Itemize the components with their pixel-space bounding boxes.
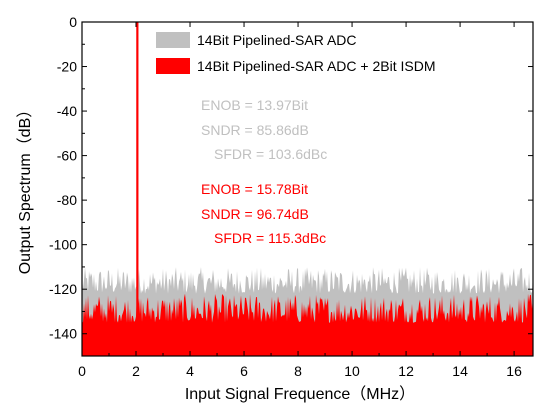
metrics-annotations: ENOB = 13.97Bit SNDR = 85.86dB SFDR = 10…	[201, 97, 327, 246]
noise-floor-1	[82, 293, 533, 356]
legend-label-red: 14Bit Pipelined-SAR ADC + 2Bit ISDM	[197, 58, 436, 74]
x-tick-label: 14	[452, 363, 468, 379]
sndr-red: SNDR = 96.74dB	[201, 206, 309, 222]
sfdr-gray: SFDR = 103.6dBc	[214, 146, 327, 162]
y-tick-label: -20	[57, 59, 77, 75]
plot-frame	[81, 21, 534, 357]
y-tick-label: 0	[69, 14, 77, 30]
enob-red: ENOB = 15.78Bit	[201, 181, 308, 197]
sndr-gray: SNDR = 85.86dB	[201, 122, 309, 138]
y-tick-label: -60	[57, 148, 77, 164]
x-axis-label: Input Signal Frequence（MHz）	[185, 385, 415, 403]
x-tick-label: 0	[78, 363, 86, 379]
x-tick-label: 2	[132, 363, 140, 379]
legend-swatch-gray	[156, 32, 190, 48]
y-tick-label: -100	[49, 237, 77, 253]
x-tick-label: 4	[186, 363, 194, 379]
sfdr-red: SFDR = 115.3dBc	[214, 230, 326, 246]
x-tick-label: 10	[344, 363, 360, 379]
x-tick-label: 12	[398, 363, 414, 379]
legend: 14Bit Pipelined-SAR ADC 14Bit Pipelined-…	[156, 32, 436, 74]
y-tick-label: -120	[49, 281, 77, 297]
enob-gray: ENOB = 13.97Bit	[201, 97, 308, 113]
x-tick-label: 8	[294, 363, 302, 379]
y-axis-label: Output Spectrum（dB）	[16, 102, 34, 275]
legend-label-gray: 14Bit Pipelined-SAR ADC	[197, 32, 357, 48]
y-tick-label: -80	[57, 192, 77, 208]
legend-swatch-red	[156, 58, 190, 74]
y-tick-label: -40	[57, 103, 77, 119]
y-tick-label: -140	[49, 326, 77, 342]
x-tick-label: 6	[240, 363, 248, 379]
x-tick-label: 16	[506, 363, 522, 379]
